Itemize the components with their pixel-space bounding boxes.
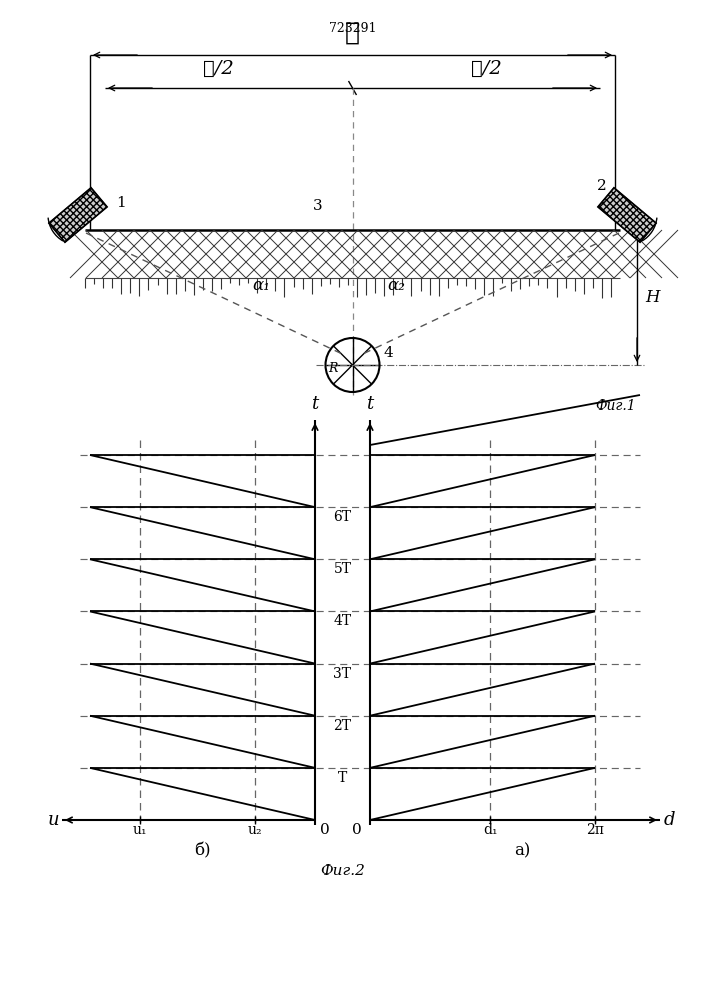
Text: 4T: 4T [334, 614, 351, 628]
Text: 2π: 2π [586, 823, 604, 837]
Text: 1: 1 [116, 196, 126, 210]
Text: H: H [645, 289, 660, 306]
Text: ℓ/2: ℓ/2 [204, 60, 234, 78]
Text: α₁: α₁ [252, 277, 270, 294]
Text: T: T [338, 771, 347, 785]
Text: u₂: u₂ [247, 823, 262, 837]
Polygon shape [49, 188, 107, 242]
Text: Фиг.2: Фиг.2 [320, 864, 365, 878]
Text: ℓ: ℓ [345, 22, 360, 45]
Text: а): а) [514, 842, 531, 859]
Polygon shape [598, 188, 656, 242]
Text: α₂: α₂ [387, 277, 405, 294]
Text: t: t [366, 395, 373, 413]
Text: 2T: 2T [334, 719, 351, 733]
Text: 0: 0 [320, 823, 329, 837]
Text: 0: 0 [352, 823, 362, 837]
Text: d: d [663, 811, 674, 829]
Text: Фиг.1: Фиг.1 [595, 399, 636, 413]
Text: б): б) [194, 842, 211, 859]
Text: 3: 3 [312, 199, 322, 213]
Text: 2: 2 [597, 179, 607, 193]
Text: u₁: u₁ [133, 823, 147, 837]
Text: d₁: d₁ [483, 823, 497, 837]
Text: 4: 4 [383, 346, 393, 360]
Text: 723291: 723291 [329, 22, 377, 35]
Text: t: t [311, 395, 319, 413]
Text: u: u [48, 811, 60, 829]
Text: 3T: 3T [334, 667, 351, 681]
Text: R: R [329, 362, 338, 375]
Text: 6T: 6T [334, 510, 351, 524]
Text: 5T: 5T [334, 562, 351, 576]
Text: ℓ/2: ℓ/2 [471, 60, 502, 78]
